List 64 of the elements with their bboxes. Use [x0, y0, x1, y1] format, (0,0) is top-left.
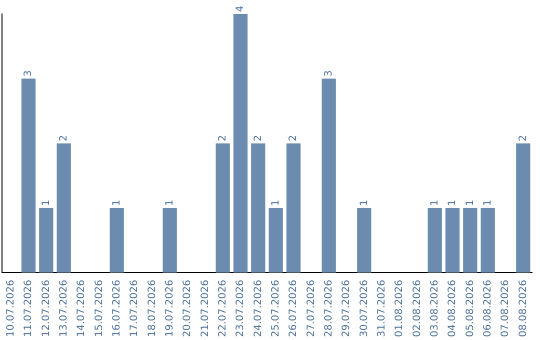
data-label: 1 — [164, 200, 176, 206]
x-tick-label: 19.07.2026 — [164, 280, 176, 338]
bar — [516, 143, 530, 273]
x-tick-label: 26.07.2026 — [288, 280, 300, 338]
data-label: 3 — [23, 70, 34, 77]
x-tick-label: 17.07.2026 — [129, 280, 140, 338]
x-tick-label: 28.07.2026 — [323, 280, 334, 338]
data-label: 1 — [482, 200, 494, 206]
x-tick-label: 31.07.2026 — [376, 280, 388, 338]
data-label: 2 — [217, 134, 228, 142]
data-label: 1 — [464, 200, 476, 206]
x-tick-label: 08.08.2026 — [518, 280, 529, 338]
data-label: 4 — [235, 6, 246, 12]
x-tick-label: 03.08.2026 — [429, 280, 440, 338]
x-tick-label: 11.07.2026 — [23, 280, 34, 338]
bar — [322, 78, 336, 273]
x-tick-label: 10.07.2026 — [5, 280, 16, 338]
bar — [445, 208, 460, 273]
x-tick-label: 04.08.2026 — [447, 280, 458, 338]
x-tick-label: 07.08.2026 — [500, 280, 512, 338]
x-tick-label: 25.07.2026 — [270, 280, 282, 338]
data-label: 3 — [323, 70, 334, 77]
data-label: 2 — [288, 134, 300, 142]
x-tick-label: 13.07.2026 — [58, 280, 70, 338]
data-label: 1 — [270, 200, 282, 206]
data-label: 2 — [58, 134, 70, 142]
x-tick-label: 27.07.2026 — [306, 280, 317, 338]
bar — [39, 208, 54, 273]
x-tick-label: 12.07.2026 — [40, 280, 52, 338]
x-tick-label: 15.07.2026 — [94, 280, 105, 338]
x-tick-label: 01.08.2026 — [394, 280, 406, 338]
data-label: 2 — [252, 134, 264, 142]
x-tick-label: 14.07.2026 — [76, 280, 88, 338]
x-tick-label: 24.07.2026 — [252, 280, 264, 338]
x-tick-label: 02.08.2026 — [412, 280, 423, 338]
bar — [110, 208, 124, 273]
data-label: 1 — [447, 200, 458, 206]
x-tick-label: 06.08.2026 — [482, 280, 494, 338]
data-label: 2 — [518, 134, 529, 142]
bar — [357, 208, 372, 273]
x-tick-label: 18.07.2026 — [146, 280, 158, 338]
x-tick-label: 21.07.2026 — [200, 280, 211, 338]
bar — [428, 208, 442, 273]
x-tick-label: 05.08.2026 — [464, 280, 476, 338]
bar — [463, 208, 478, 273]
bar — [286, 143, 301, 273]
bar — [233, 14, 248, 273]
data-label: 1 — [40, 200, 52, 206]
bar — [216, 143, 230, 273]
x-tick-label: 20.07.2026 — [182, 280, 194, 338]
x-tick-label: 23.07.2026 — [235, 280, 246, 338]
bar — [162, 208, 177, 273]
bar — [21, 78, 36, 273]
bar — [268, 208, 283, 273]
bar — [56, 143, 71, 273]
x-tick-label: 16.07.2026 — [111, 280, 122, 338]
data-label: 1 — [111, 200, 122, 206]
x-tick-label: 22.07.2026 — [217, 280, 228, 338]
bar — [251, 143, 266, 273]
x-tick-label: 30.07.2026 — [358, 280, 370, 338]
x-tick-label: 29.07.2026 — [341, 280, 352, 338]
data-label: 1 — [429, 200, 440, 206]
bar — [480, 208, 495, 273]
data-label: 1 — [358, 200, 370, 206]
